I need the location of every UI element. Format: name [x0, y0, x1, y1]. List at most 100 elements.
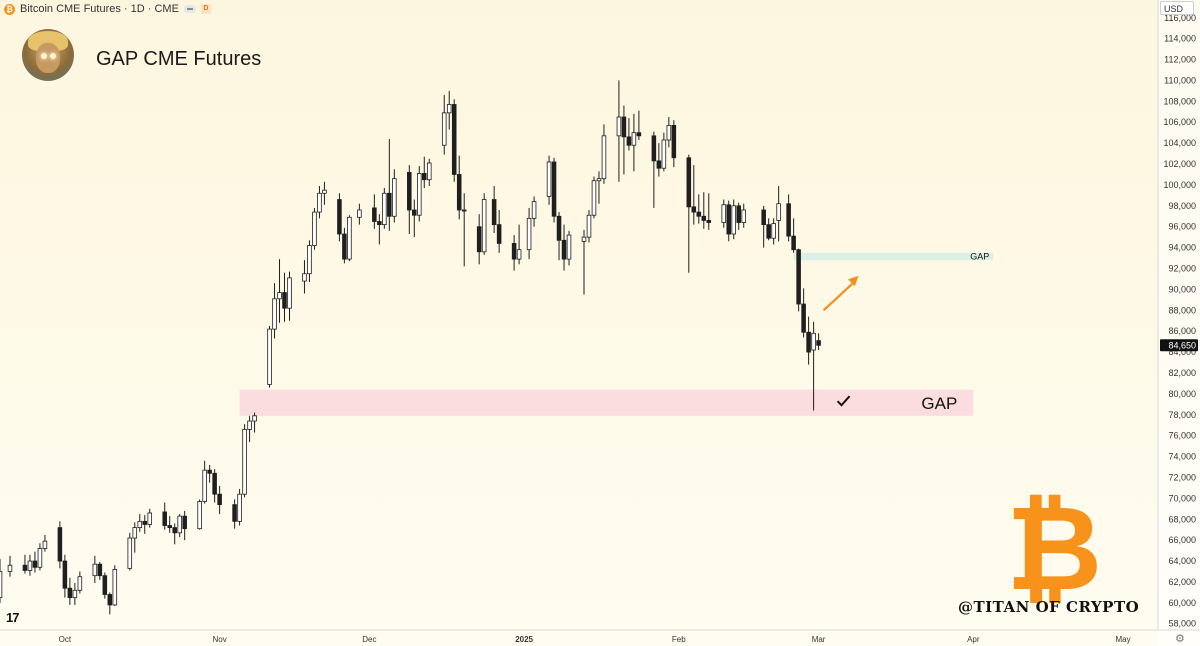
- candle-body[interactable]: [531, 201, 537, 219]
- candle-body[interactable]: [441, 112, 447, 146]
- candle-body[interactable]: [372, 207, 377, 222]
- candle-body[interactable]: [312, 211, 317, 246]
- candle-body[interactable]: [511, 243, 517, 260]
- candle-body[interactable]: [806, 331, 811, 353]
- candle-body[interactable]: [417, 173, 422, 216]
- candle-body[interactable]: [207, 469, 212, 474]
- candle-body[interactable]: [387, 192, 392, 217]
- candle-body[interactable]: [631, 132, 637, 146]
- candle-body[interactable]: [267, 328, 272, 385]
- candle-body[interactable]: [481, 199, 487, 253]
- candle-body[interactable]: [491, 199, 497, 226]
- candle-body[interactable]: [37, 548, 43, 568]
- candle-body[interactable]: [67, 587, 73, 599]
- candle-body[interactable]: [212, 472, 217, 495]
- candle-body[interactable]: [696, 211, 702, 217]
- candle-body[interactable]: [656, 160, 662, 169]
- candle-body[interactable]: [766, 224, 771, 239]
- candle-body[interactable]: [107, 594, 113, 606]
- candle-body[interactable]: [761, 209, 766, 226]
- candle-body[interactable]: [77, 576, 83, 591]
- candle-body[interactable]: [546, 161, 552, 197]
- candle-body[interactable]: [581, 236, 587, 242]
- candle-body[interactable]: [626, 136, 632, 146]
- price-scale-panel[interactable]: [1158, 0, 1200, 646]
- candle-body[interactable]: [242, 429, 247, 495]
- candle-body[interactable]: [162, 511, 167, 526]
- candle-body[interactable]: [816, 340, 821, 346]
- candle-body[interactable]: [561, 239, 567, 260]
- candle-body[interactable]: [127, 537, 133, 569]
- candle-body[interactable]: [347, 216, 352, 260]
- candle-body[interactable]: [252, 415, 257, 422]
- currency-selector[interactable]: USD: [1160, 1, 1194, 15]
- candle-body[interactable]: [172, 527, 177, 534]
- candle-body[interactable]: [771, 223, 776, 239]
- candle-body[interactable]: [27, 560, 33, 571]
- candle-body[interactable]: [42, 540, 48, 549]
- candle-body[interactable]: [357, 209, 362, 218]
- candle-body[interactable]: [526, 217, 532, 251]
- candle-body[interactable]: [102, 575, 108, 595]
- candle-body[interactable]: [287, 277, 292, 309]
- candle-body[interactable]: [412, 209, 417, 216]
- candle-body[interactable]: [726, 204, 732, 235]
- candle-body[interactable]: [0, 571, 3, 599]
- candle-body[interactable]: [32, 560, 38, 568]
- candle-body[interactable]: [377, 221, 382, 226]
- candle-body[interactable]: [636, 132, 642, 137]
- candle-body[interactable]: [446, 104, 452, 114]
- tradingview-logo-icon[interactable]: 17: [6, 610, 20, 625]
- candle-body[interactable]: [586, 214, 592, 238]
- candle-body[interactable]: [776, 203, 781, 221]
- candle-body[interactable]: [322, 189, 327, 194]
- candle-body[interactable]: [97, 563, 103, 577]
- candle-body[interactable]: [456, 174, 462, 211]
- candle-body[interactable]: [277, 292, 282, 300]
- candle-body[interactable]: [247, 420, 252, 430]
- candle-body[interactable]: [601, 135, 607, 180]
- candle-body[interactable]: [142, 520, 148, 525]
- candle-body[interactable]: [317, 192, 322, 213]
- candle-body[interactable]: [691, 206, 697, 213]
- candle-body[interactable]: [202, 469, 207, 502]
- candle-body[interactable]: [217, 493, 222, 506]
- candle-body[interactable]: [566, 234, 572, 260]
- candle-body[interactable]: [382, 192, 387, 226]
- candle-body[interactable]: [661, 139, 667, 169]
- candle-body[interactable]: [551, 161, 557, 217]
- candle-body[interactable]: [421, 173, 427, 181]
- candle-body[interactable]: [706, 220, 712, 223]
- candle-body[interactable]: [621, 116, 627, 138]
- candle-body[interactable]: [461, 209, 467, 212]
- gear-icon[interactable]: ⚙: [1175, 633, 1185, 645]
- candle-body[interactable]: [496, 224, 502, 244]
- candle-body[interactable]: [197, 501, 202, 530]
- candle-body[interactable]: [282, 292, 287, 309]
- candle-body[interactable]: [7, 564, 13, 572]
- candle-body[interactable]: [701, 215, 707, 221]
- candle-body[interactable]: [307, 245, 312, 275]
- candle-body[interactable]: [786, 203, 791, 237]
- candle-body[interactable]: [22, 564, 28, 571]
- candle-body[interactable]: [801, 303, 806, 333]
- candle-body[interactable]: [666, 124, 672, 141]
- candle-body[interactable]: [302, 273, 307, 282]
- candle-body[interactable]: [556, 215, 562, 241]
- candle-body[interactable]: [392, 178, 397, 217]
- candle-body[interactable]: [811, 332, 816, 351]
- candle-body[interactable]: [476, 226, 482, 253]
- candle-body[interactable]: [167, 525, 172, 529]
- candle-body[interactable]: [62, 560, 68, 589]
- candle-body[interactable]: [616, 116, 622, 137]
- candle-body[interactable]: [182, 515, 187, 530]
- candle-body[interactable]: [731, 205, 737, 235]
- candle-body[interactable]: [791, 235, 796, 251]
- candle-body[interactable]: [686, 157, 692, 208]
- candle-body[interactable]: [591, 180, 597, 216]
- candle-body[interactable]: [651, 135, 657, 162]
- candle-body[interactable]: [232, 504, 237, 522]
- candle-body[interactable]: [741, 209, 746, 223]
- candle-body[interactable]: [407, 171, 412, 211]
